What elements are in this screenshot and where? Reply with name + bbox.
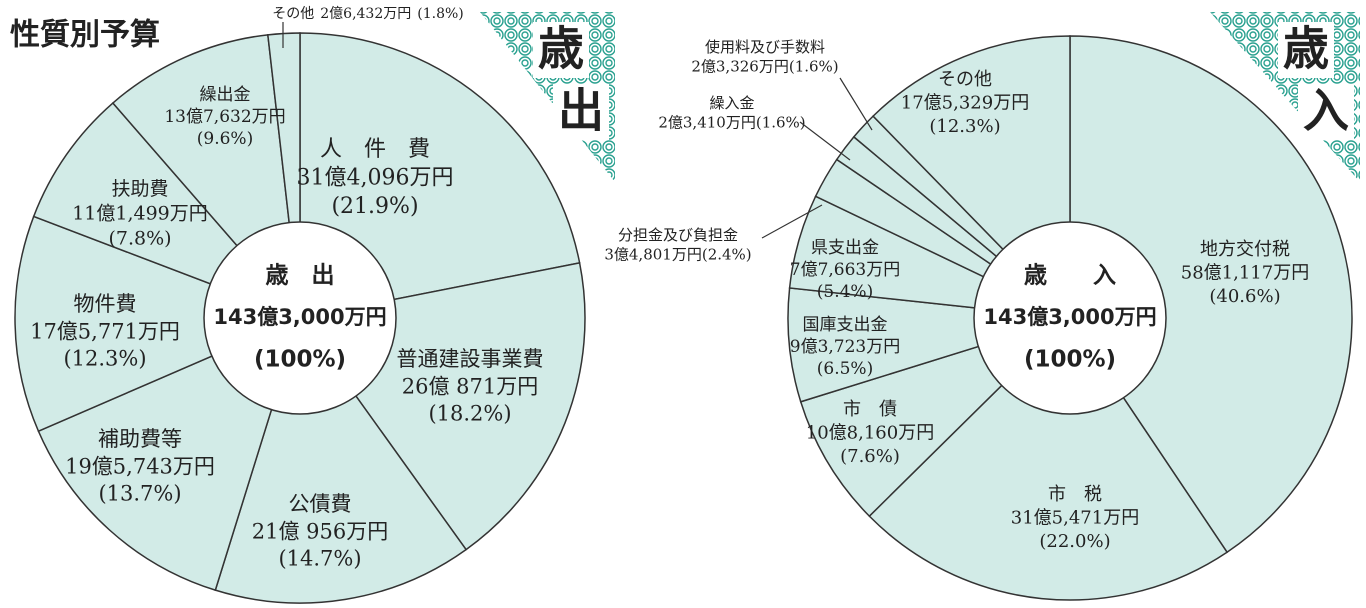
slice-amount: 31億5,471万円 (1011, 507, 1139, 528)
slice-name: 市 債 (843, 399, 897, 420)
slice-amount: 17億5,329万円 (901, 92, 1029, 113)
slice-percent: (6.5%) (817, 359, 873, 379)
slice-name: 県支出金 (811, 238, 879, 258)
slice-name: その他 (938, 69, 992, 90)
slice-name: 物件費 (74, 292, 137, 316)
badge-char: 入 (1303, 84, 1349, 138)
slice-amount: 13億7,632万円 (164, 107, 285, 127)
slice-amount: 2億3,326万円 (691, 58, 789, 76)
slice-percent: (13.7%) (98, 481, 181, 505)
slice-name: 繰出金 (200, 85, 251, 105)
slice-percent: (5.4%) (817, 282, 873, 302)
slice-name: 使用料及び手数料 (705, 38, 825, 56)
slice-percent: (40.6%) (1209, 286, 1280, 307)
slice-amount: 7億7,663万円 (790, 260, 900, 280)
slice-label: 使用料及び手数料 2億3,326万円(1.6%) (691, 38, 838, 76)
badge-char: 歳 (538, 22, 584, 76)
slice-percent: (22.0%) (1039, 531, 1110, 552)
slice-percent: (2.4%) (702, 246, 752, 264)
leader-line (800, 122, 850, 160)
slice-label: 分担金及び負担金 3億4,801万円(2.4%) (604, 226, 751, 264)
slice-percent: (1.6%) (756, 114, 806, 132)
slice-name: 人 件 費 (320, 137, 430, 162)
slice-amount: 58億1,117万円 (1181, 262, 1309, 283)
page: 性質別予算 歳 出143億3,000万円(100%)歳出人 件 費31億4,09… (0, 0, 1366, 608)
slice-amount: 2億3,410万円 (658, 114, 756, 132)
slice-name: 分担金及び負担金 (618, 226, 738, 244)
slice-name: 繰入金 (709, 94, 754, 112)
badge-char: 出 (558, 84, 604, 138)
slice-name: 扶助費 (111, 178, 168, 200)
center-label: (100%) (254, 347, 346, 373)
slice-name: 補助費等 (98, 427, 182, 451)
center-label: 歳 出 (266, 263, 335, 289)
slice-name: その他 (272, 6, 314, 22)
badge-char: 歳 (1283, 22, 1329, 76)
slice-percent: (14.7%) (278, 546, 361, 570)
slice-label: その他 2億6,432万円 (1.8%) (272, 6, 464, 22)
slice-percent: (1.8%) (417, 6, 464, 22)
slice-amount: 31億4,096万円 (297, 166, 454, 191)
slice-percent: (12.3%) (63, 346, 146, 370)
center-label: 歳 入 (1024, 263, 1116, 289)
slice-amount: 11億1,499万円 (72, 203, 208, 225)
slice-amount: 19億5,743万円 (65, 454, 215, 478)
slice-amount: 21億 956万円 (252, 519, 388, 543)
center-label: 143億3,000万円 (213, 305, 386, 329)
slice-percent: (21.9%) (331, 194, 418, 219)
slice-name: 市 税 (1048, 484, 1102, 505)
slice-label: 繰入金 2億3,410万円(1.6%) (658, 94, 805, 132)
page-title: 性質別予算 (10, 18, 160, 53)
center-label: (100%) (1024, 347, 1116, 373)
slice-percent: (18.2%) (428, 401, 511, 425)
center-label: 143億3,000万円 (983, 305, 1156, 329)
slice-amount: 26億 871万円 (402, 374, 538, 398)
slice-amount: 2億6,432万円 (320, 6, 411, 22)
slice-name: 地方交付税 (1200, 239, 1290, 260)
slice-amount: 3億4,801万円 (604, 246, 702, 264)
slice-percent: (9.6%) (197, 129, 253, 149)
slice-name: 普通建設事業費 (397, 347, 544, 371)
slice-amount: 10億8,160万円 (806, 422, 934, 443)
slice-amount: 17億5,771万円 (30, 319, 180, 343)
slice-percent: (12.3%) (929, 116, 1000, 137)
leader-line (840, 78, 872, 130)
slice-name: 国庫支出金 (803, 315, 888, 335)
slice-percent: (7.8%) (108, 227, 171, 249)
slice-name: 公債費 (289, 492, 352, 516)
slice-percent: (1.6%) (789, 58, 839, 76)
slice-percent: (7.6%) (840, 446, 900, 467)
slice-amount: 9億3,723万円 (790, 337, 900, 357)
